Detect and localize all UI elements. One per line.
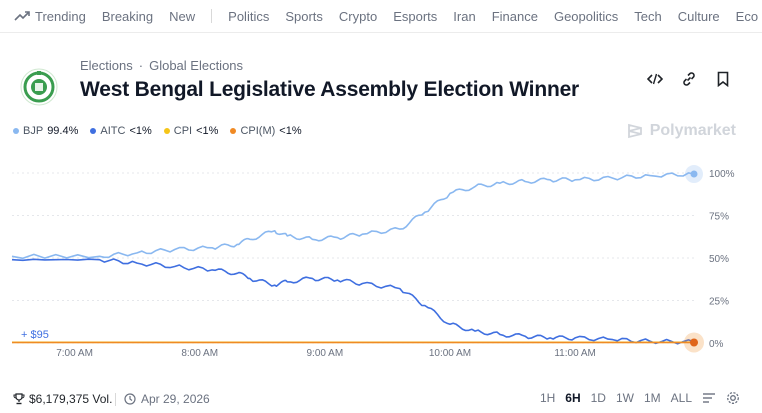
legend-name: CPI: [173, 125, 193, 137]
legend-name: CPI(M): [240, 125, 276, 137]
legend-dot: [230, 128, 237, 134]
legend-name: AITC: [100, 125, 126, 137]
nav-item-sports[interactable]: Sports: [285, 8, 323, 24]
range-1h[interactable]: 1H: [539, 391, 556, 405]
legend-entry-bjp: BJP 99.4%: [13, 125, 78, 137]
legend-dot: [90, 128, 97, 134]
legend-value: <1%: [196, 125, 219, 137]
page-title: West Bengal Legislative Assembly Electio…: [80, 78, 580, 101]
range-all[interactable]: ALL: [670, 391, 692, 405]
clock-icon: [124, 393, 136, 405]
link-icon: [683, 72, 695, 86]
end-date: Apr 29, 2026: [124, 392, 210, 406]
nav-item-iran[interactable]: Iran: [453, 8, 476, 24]
breadcrumb-global-elections[interactable]: Global Elections: [149, 58, 244, 73]
nav-item-label: Trending: [35, 8, 86, 24]
range-6h[interactable]: 6H: [565, 391, 581, 405]
bjp-end-point: [690, 170, 698, 178]
series-line-aitc: [11, 258, 695, 345]
legend-value: 99.4%: [47, 125, 79, 137]
series-line-bjp: [11, 172, 695, 260]
chart-footer: $6,179,375 Vol. Apr 29, 2026 1H 6H 1D 1W…: [0, 386, 762, 413]
nav-item-esports[interactable]: Esports: [393, 8, 438, 24]
trophy-icon: [13, 393, 25, 405]
legend-value: <1%: [279, 125, 302, 137]
market-logo: [20, 68, 58, 106]
nav-item-trending[interactable]: Trending: [14, 9, 86, 24]
legend-entry-cpi: CPI <1%: [163, 125, 219, 137]
polymarket-watermark: Polymarket: [626, 122, 736, 140]
legend-entry-cpim: CPI(M) <1%: [230, 125, 302, 137]
footer-divider: [115, 393, 116, 406]
legend-name: BJP: [23, 125, 44, 137]
nav-item-tech[interactable]: Tech: [634, 8, 662, 24]
nav-item-culture[interactable]: Culture: [677, 8, 720, 24]
legend-entry-aitc: AITC <1%: [90, 125, 152, 137]
legend-dot: [13, 128, 19, 134]
code-icon: [647, 73, 663, 85]
filter-icon[interactable]: [702, 392, 716, 404]
y-tick-label: 0%: [709, 339, 724, 350]
embed-button[interactable]: [646, 70, 664, 88]
range-1m[interactable]: 1M: [643, 391, 661, 405]
breadcrumb: Elections · Global Elections: [80, 58, 243, 73]
date-text: Apr 29, 2026: [141, 392, 210, 406]
volume: $6,179,375 Vol.: [13, 392, 112, 406]
copy-link-button[interactable]: [680, 70, 698, 88]
watermark-text: Polymarket: [649, 122, 736, 139]
y-tick-label: 100%: [709, 169, 735, 180]
x-tick-label: 9:00 AM: [306, 348, 343, 359]
nav-item-economy[interactable]: Eco: [735, 8, 759, 24]
settings-gear-icon[interactable]: [726, 391, 740, 405]
time-range-selector: 1H 6H 1D 1W 1M ALL: [540, 391, 740, 405]
y-tick-label: 75%: [709, 212, 729, 223]
polymarket-logo-icon: [627, 123, 642, 139]
nav-item-geopolitics[interactable]: Geopolitics: [553, 8, 619, 24]
x-tick-label: 8:00 AM: [181, 348, 218, 359]
x-tick-label: 10:00 AM: [429, 348, 471, 359]
breadcrumb-separator: ·: [138, 58, 144, 73]
nav-item-new[interactable]: New: [169, 8, 196, 24]
breadcrumb-elections[interactable]: Elections: [80, 58, 133, 73]
trending-icon: [14, 11, 30, 21]
range-1w[interactable]: 1W: [615, 391, 634, 405]
y-tick-label: 50%: [709, 254, 729, 265]
bookmark-button[interactable]: [714, 70, 732, 88]
nav-item-politics[interactable]: Politics: [228, 8, 270, 24]
nav-item-finance[interactable]: Finance: [491, 8, 538, 24]
cpim-end-point: [690, 338, 698, 347]
range-1d[interactable]: 1D: [590, 391, 606, 405]
x-tick-label: 11:00 AM: [554, 348, 596, 359]
nav-item-breaking[interactable]: Breaking: [101, 8, 154, 24]
bookmark-icon: [717, 71, 729, 87]
price-chart[interactable]: 100% 75% 50% 25% 0% 7:00 AM 8:00 AM 9:00 AM 10:0…: [0, 150, 762, 372]
trade-annotation: + $95: [21, 329, 49, 341]
chart-legend: BJP 99.4% AITC <1% CPI <1% CPI(M) <1%: [13, 125, 302, 137]
nav-divider: [211, 9, 213, 23]
y-tick-label: 25%: [709, 297, 729, 308]
legend-dot: [163, 128, 170, 134]
legend-value: <1%: [129, 125, 152, 137]
x-tick-label: 7:00 AM: [56, 348, 93, 359]
volume-text: $6,179,375 Vol.: [29, 392, 113, 406]
top-navigation: Trending Breaking New Politics Sports Cr…: [0, 0, 762, 33]
title-actions: [646, 70, 732, 88]
nav-item-crypto[interactable]: Crypto: [338, 8, 378, 24]
